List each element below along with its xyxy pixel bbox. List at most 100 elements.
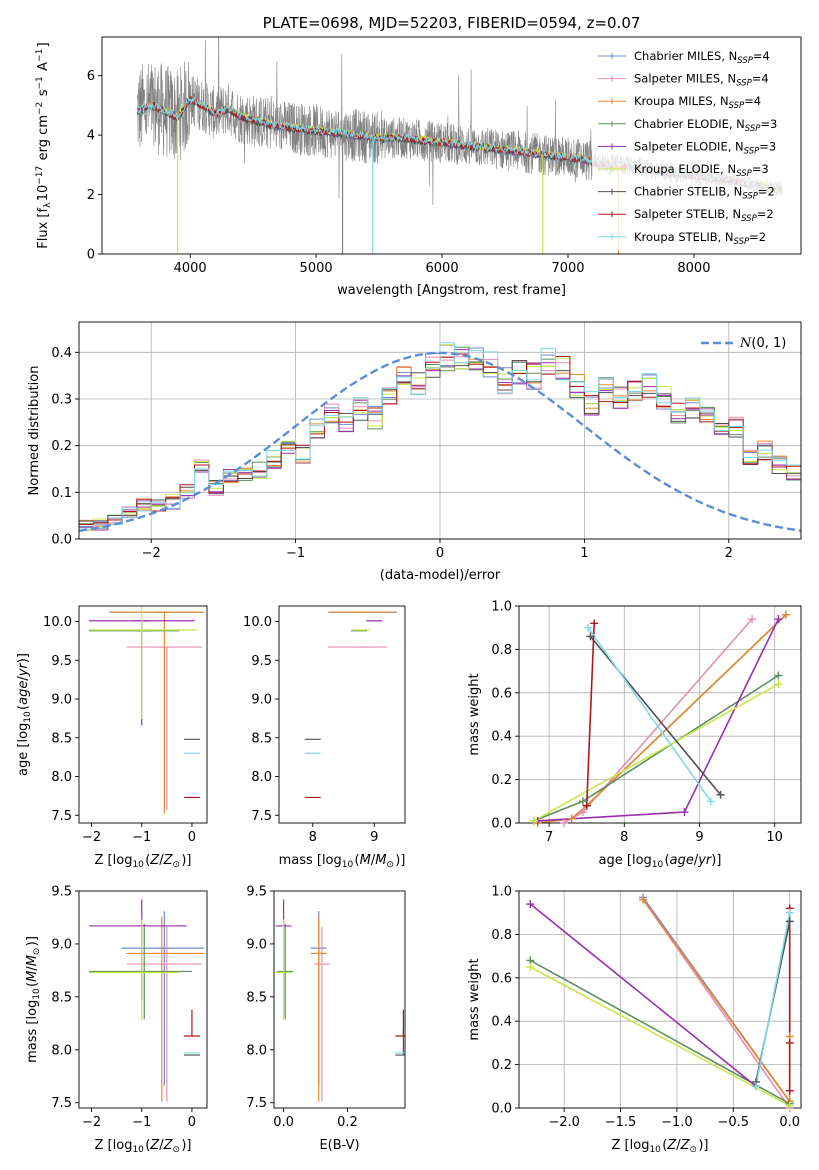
histogram-chabrier_miles bbox=[79, 347, 801, 539]
series-marker bbox=[774, 680, 783, 689]
series-line-salpeter_elodie bbox=[529, 903, 757, 1087]
series-marker bbox=[526, 962, 535, 971]
y-tick-label: 0.6 bbox=[491, 971, 512, 986]
series-line-kroupa_elodie bbox=[529, 966, 791, 1107]
series-marker bbox=[748, 615, 757, 624]
series-marker bbox=[781, 610, 790, 619]
x-axis-label: Z [log10 (Z/Z⊙ )] bbox=[95, 1138, 192, 1155]
histogram-chabrier_stelib bbox=[79, 360, 801, 539]
x-tick-label: −1.5 bbox=[605, 1115, 637, 1130]
x-tick-label: 8 bbox=[620, 830, 628, 845]
legend-entry: Salpeter MILES, NSSP=4 bbox=[634, 72, 769, 89]
series-marker bbox=[774, 671, 783, 680]
legend-entry: Chabrier ELODIE, NSSP=3 bbox=[634, 117, 777, 134]
axes-frame bbox=[278, 605, 406, 824]
x-tick-label: −2 bbox=[82, 1115, 101, 1130]
y-tick-label: 6 bbox=[87, 69, 95, 84]
y-tick-label: 7.5 bbox=[51, 809, 72, 824]
errorbar-kroupa_elodie bbox=[89, 919, 180, 1021]
histogram-chabrier_elodie bbox=[79, 346, 801, 539]
histogram-salpeter_elodie bbox=[79, 344, 801, 539]
x-tick-label: 6000 bbox=[426, 261, 459, 276]
series-line-chabrier_elodie bbox=[529, 959, 791, 1105]
errorbar-kroupa_miles bbox=[126, 916, 205, 1102]
series-marker bbox=[582, 801, 591, 810]
plot-area bbox=[275, 899, 405, 1102]
y-tick-label: 9.0 bbox=[51, 693, 72, 708]
series-marker bbox=[706, 797, 715, 806]
x-tick-label: 0.2 bbox=[337, 1115, 358, 1130]
series-marker bbox=[526, 900, 535, 909]
y-axis-label: Normed distribution bbox=[27, 366, 42, 496]
y-axis-label: mass weight bbox=[467, 958, 482, 1040]
chart-title: PLATE=0698, MJD=52203, FIBERID=0594, z=0… bbox=[263, 14, 641, 32]
series-marker bbox=[785, 917, 794, 926]
series-marker bbox=[785, 1038, 794, 1047]
x-tick-label: 0 bbox=[436, 546, 444, 561]
series-line-salpeter_stelib bbox=[585, 623, 595, 806]
series-marker bbox=[586, 632, 595, 641]
y-tick-label: 9.5 bbox=[51, 885, 72, 900]
axes-age_vs_z: −2 −1 0 7.5 8.0 8.5 9.0 9.5 10.0 Z [log10 (Z/Z⊙ )… bbox=[16, 605, 208, 870]
errorbar-salpeter_elodie bbox=[89, 899, 187, 1001]
series-marker bbox=[716, 790, 725, 799]
legend: Chabrier MILES, NSSP=4 Salpeter MILES, NS… bbox=[592, 42, 797, 250]
series-line-kroupa_miles bbox=[642, 899, 791, 1104]
axes-frame bbox=[101, 36, 802, 255]
x-axis-label: mass [log10 (M/M⊙ )] bbox=[279, 853, 406, 870]
y-tick-label: 0.0 bbox=[491, 1102, 512, 1117]
y-axis-label: mass weight bbox=[467, 673, 482, 755]
y-tick-label: 2 bbox=[87, 188, 95, 203]
errorbar-chabrier_elodie bbox=[277, 923, 294, 1020]
series-marker bbox=[785, 1101, 794, 1110]
y-tick-label: 8.5 bbox=[51, 990, 72, 1005]
x-axis-label: E(B-V) bbox=[319, 1138, 359, 1153]
x-axis-label: (data-model)/error bbox=[380, 568, 501, 583]
errorbar-chabrier_miles bbox=[121, 911, 205, 1086]
errorbar-salpeter_miles bbox=[313, 926, 330, 1102]
plot-area bbox=[89, 606, 205, 814]
axes-massweight_vs_z: −2.0 −1.5 −1.0 −0.5 0.0 0.0 0.2 0.4 0.6 0.8 1.0 Z [… bbox=[467, 885, 802, 1155]
y-tick-label: 9.0 bbox=[246, 937, 267, 952]
y-tick-label: 8.0 bbox=[51, 1043, 72, 1058]
y-tick-label: 8.0 bbox=[51, 770, 72, 785]
y-tick-label: 8.5 bbox=[246, 990, 267, 1005]
x-tick-label: −1 bbox=[132, 830, 151, 845]
axes-frame bbox=[518, 890, 802, 1109]
series-marker bbox=[584, 623, 593, 632]
y-tick-label: 0.2 bbox=[491, 773, 512, 788]
errorbar-kroupa_miles bbox=[111, 611, 205, 814]
legend-entry: N(0, 1) bbox=[739, 336, 786, 351]
y-tick-label: 0.8 bbox=[491, 643, 512, 658]
x-tick-label: 9 bbox=[370, 830, 378, 845]
x-tick-label: 0 bbox=[188, 830, 196, 845]
y-tick-label: 1.0 bbox=[491, 600, 512, 615]
axes-mass_vs_z: −2 −1 0 7.5 8.0 8.5 9.0 9.5 Z [log10 (Z/Z⊙ )] mas… bbox=[25, 885, 208, 1155]
axes-frame bbox=[518, 605, 802, 824]
y-tick-label: 7.5 bbox=[246, 1096, 267, 1111]
x-tick-label: −1 bbox=[132, 1115, 151, 1130]
y-tick-label: 8.0 bbox=[251, 770, 272, 785]
y-axis-label: Flux [fλ 10−17 erg cm−2 s−1 A−1 ] bbox=[35, 42, 53, 248]
x-tick-label: −2 bbox=[82, 830, 101, 845]
x-tick-label: 8000 bbox=[677, 261, 710, 276]
series-line-kroupa_stelib bbox=[587, 627, 712, 802]
x-tick-label: 0 bbox=[188, 1115, 196, 1130]
y-tick-label: 0.8 bbox=[491, 928, 512, 943]
errorbar-kroupa_miles bbox=[310, 916, 327, 1102]
y-tick-label: 8.5 bbox=[251, 731, 272, 746]
x-axis-label: wavelength [Angstrom, rest frame] bbox=[337, 283, 566, 298]
axes-massweight_vs_age: 7 8 9 10 0.0 0.2 0.4 0.6 0.8 1.0 age [log10 (age/y… bbox=[467, 600, 802, 870]
plot-area bbox=[533, 614, 787, 823]
histogram-kroupa_stelib bbox=[79, 342, 801, 539]
series-marker bbox=[751, 1082, 760, 1091]
y-tick-label: 7.5 bbox=[251, 809, 272, 824]
x-tick-label: 1 bbox=[580, 546, 588, 561]
legend-box bbox=[592, 42, 797, 250]
x-tick-label: 0.0 bbox=[273, 1115, 294, 1130]
series-marker bbox=[590, 619, 599, 628]
y-tick-label: 0.1 bbox=[51, 486, 72, 501]
legend-entry: Salpeter STELIB, NSSP=2 bbox=[634, 207, 774, 224]
y-tick-label: 0 bbox=[87, 248, 95, 263]
